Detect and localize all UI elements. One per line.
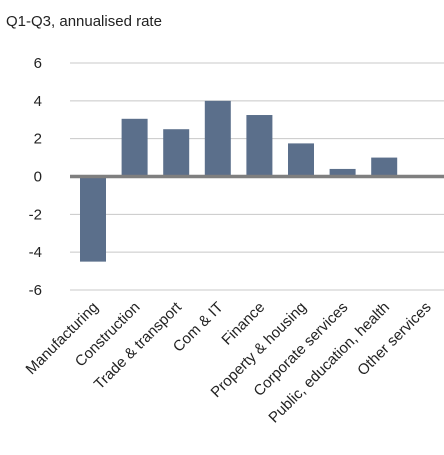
y-tick-label: -6 (29, 282, 42, 299)
y-tick-label: -2 (29, 206, 42, 223)
bar (329, 168, 356, 177)
chart-subtitle: Q1-Q3, annualised rate (6, 13, 162, 30)
y-tick-label: -4 (29, 244, 42, 261)
y-tick-label: 4 (34, 93, 42, 110)
bars (80, 100, 398, 262)
x-category-label: Other services (354, 299, 434, 379)
bar (204, 100, 231, 177)
x-category-label: Manufacturing (23, 299, 102, 378)
bar (163, 129, 190, 177)
bar (121, 118, 148, 177)
bar (288, 143, 314, 177)
y-tick-label: 0 (34, 169, 42, 186)
bar (246, 115, 273, 177)
y-tick-label: 2 (34, 131, 42, 148)
y-tick-label: 6 (34, 55, 42, 72)
bar (371, 157, 398, 177)
bar (80, 176, 106, 262)
y-axis-ticks: -6 -4 -2 0 2 4 6 (29, 55, 42, 299)
